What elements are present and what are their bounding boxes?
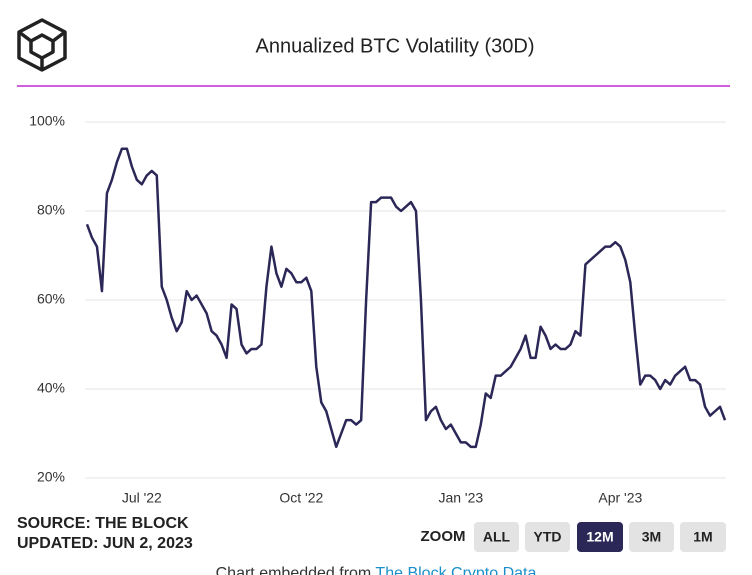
footer: Chart embedded from The Block Crypto Dat… <box>216 565 537 575</box>
y-tick-label: 60% <box>37 291 65 307</box>
zoom-button[interactable] <box>577 522 623 552</box>
zoom-button-label[interactable]: YTD <box>534 529 562 545</box>
y-tick-label: 40% <box>37 380 65 396</box>
zoom-button[interactable] <box>525 522 570 552</box>
zoom-button-label[interactable]: 1M <box>693 529 712 545</box>
zoom-button-label[interactable]: 12M <box>586 529 613 545</box>
updated: UPDATED: JUN 2, 2023 <box>17 535 193 552</box>
x-tick-label: Jan '23 <box>438 490 483 506</box>
plot-area: 20% 40% 60% 80% 100% Jul '22 Oct '22 Jan '23 Apr… <box>29 113 727 506</box>
x-tick-label: Oct '22 <box>279 490 323 506</box>
y-tick-label: 20% <box>37 469 65 485</box>
line <box>85 147 727 449</box>
zoom-button[interactable] <box>629 522 674 552</box>
footer-text: Chart embedded from <box>216 565 372 575</box>
zoom-button[interactable] <box>680 522 726 552</box>
zoom-button[interactable] <box>474 522 519 552</box>
y-tick-label: 100% <box>29 113 65 129</box>
footer-link[interactable]: The Block Crypto Data <box>375 565 536 575</box>
x-tick-label: Apr '23 <box>598 490 642 506</box>
logo <box>17 18 67 72</box>
zoom-button-label[interactable]: 3M <box>642 529 661 545</box>
source: SOURCE: THE BLOCK <box>17 515 189 532</box>
zoom-button-label[interactable]: ALL <box>483 529 511 545</box>
chart-title: Annualized BTC Volatility (30D) <box>255 35 534 57</box>
x-tick-label: Jul '22 <box>122 490 162 506</box>
zoom-label: ZOOM <box>421 528 466 545</box>
y-tick-label: 80% <box>37 202 65 218</box>
zoom-buttons: ALL YTD 12M 3M 1M <box>474 522 726 552</box>
